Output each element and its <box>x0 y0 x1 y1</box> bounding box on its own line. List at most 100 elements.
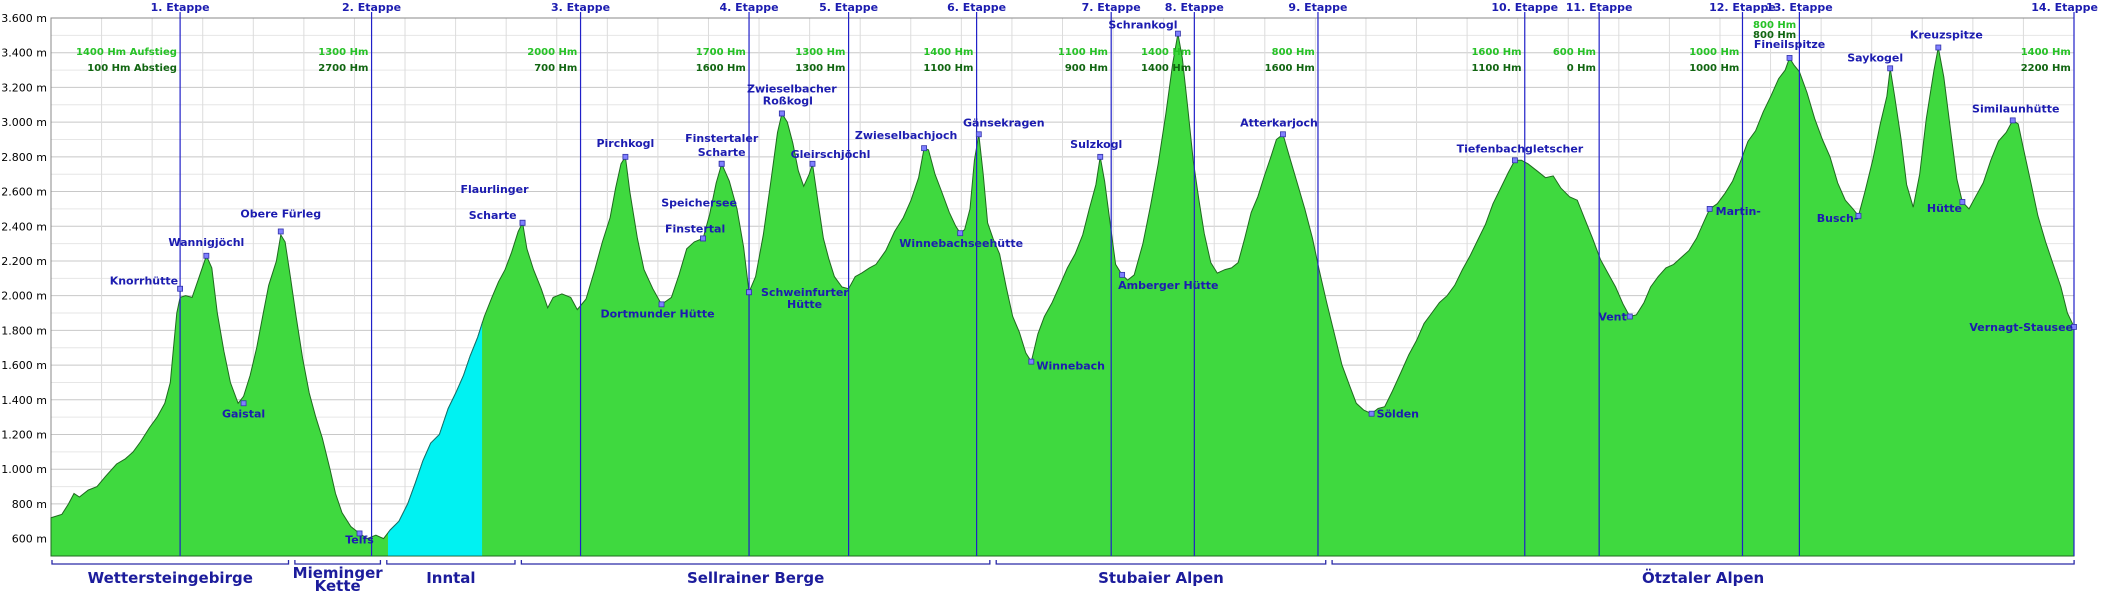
place-label: Saykogel <box>1847 51 1903 64</box>
place-label: Roßkogl <box>763 94 813 107</box>
place-label: Hütte <box>787 298 822 311</box>
y-tick-label: 2.400 m <box>1 220 47 233</box>
y-tick-label: 1.400 m <box>1 394 47 407</box>
place-label: Finstertal <box>665 222 725 235</box>
stage-descent: 1400 Hm <box>1141 63 1191 74</box>
place-marker <box>921 145 927 152</box>
profile-area <box>50 33 2075 557</box>
stage-ascent: 1400 Hm Aufstieg <box>76 47 177 58</box>
stage-descent: 1300 Hm <box>795 63 845 74</box>
place-label: Wannigjöchl <box>168 236 244 249</box>
place-label: Vent <box>1598 311 1626 324</box>
y-tick-label: 3.600 m <box>1 12 47 25</box>
stage-ascent: 1700 Hm <box>696 47 746 58</box>
place-label: Schweinfurter <box>761 286 849 299</box>
stage-label: 11. Etappe <box>1566 1 1633 14</box>
stage-ascent: 600 Hm <box>1553 47 1596 58</box>
place-label: Amberger Hütte <box>1118 279 1218 292</box>
place-marker <box>957 230 964 237</box>
stage-descent: 800 Hm <box>1753 30 1796 41</box>
highlighted-stage-area <box>387 321 483 556</box>
stage-label: 4. Etappe <box>719 1 778 14</box>
place-marker <box>356 530 363 537</box>
region-bracket <box>51 560 290 565</box>
place-label: Gaistal <box>222 407 265 420</box>
stage-ascent: 1400 Hm <box>1141 47 1191 58</box>
place-labels: Knorrhütte Wannigjöchl Gaistal Obere Fürleg… <box>110 19 2077 546</box>
place-label: Kreuzspitze <box>1910 29 1983 42</box>
place-marker <box>1887 65 1894 72</box>
y-tick-label: 2.200 m <box>1 255 47 268</box>
stage-label: 1. Etappe <box>151 1 210 14</box>
place-label: Dortmunder Hütte <box>600 307 714 320</box>
region-bracket <box>520 560 991 565</box>
place-label: Martin- <box>1716 205 1761 218</box>
place-label: Gleirschjöchl <box>791 148 871 161</box>
region-bracket <box>995 560 1327 565</box>
stage-label: 3. Etappe <box>551 1 610 14</box>
place-marker <box>1368 410 1375 417</box>
place-label: Hütte <box>1927 202 1962 215</box>
stage-descent: 2700 Hm <box>318 63 368 74</box>
stage-descent: 900 Hm <box>1065 63 1108 74</box>
place-marker <box>2009 117 2016 124</box>
stage-ascent: 2000 Hm <box>527 47 577 58</box>
y-tick-label: 2.800 m <box>1 151 47 164</box>
place-label: Scharte <box>698 146 746 159</box>
place-marker <box>277 228 284 235</box>
place-label: Sulzkogl <box>1070 138 1122 151</box>
stage-ascent: 1100 Hm <box>1058 47 1108 58</box>
place-label: Gänsekragen <box>963 116 1045 129</box>
place-marker <box>778 110 785 117</box>
y-tick-label: 1.000 m <box>1 463 47 476</box>
y-tick-label: 1.800 m <box>1 324 47 337</box>
place-label: Flaurlinger <box>460 183 529 196</box>
place-marker <box>1280 131 1286 138</box>
stage-label: 12. Etappe <box>1709 1 1776 14</box>
place-label: Obere Fürleg <box>240 207 321 220</box>
stage-descent: 1000 Hm <box>1689 63 1739 74</box>
place-label: Winnebachseehütte <box>899 237 1023 250</box>
region-label: Wettersteingebirge <box>88 569 253 587</box>
place-marker <box>2071 324 2077 330</box>
place-label: Similaunhütte <box>1972 102 2059 115</box>
place-marker <box>1626 313 1633 320</box>
place-marker <box>203 252 210 259</box>
stage-descent: 1100 Hm <box>1471 63 1521 74</box>
stage-ascent: 1000 Hm <box>1689 47 1739 58</box>
stage-stats: 1400 Hm Aufstieg 100 Hm Abstieg 1300 Hm 270… <box>76 20 2071 74</box>
region-label: Mieminger <box>293 564 384 582</box>
stage-label: 9. Etappe <box>1288 1 1347 14</box>
place-marker <box>658 301 665 308</box>
region-bracket <box>294 560 382 565</box>
stage-label: 13. Etappe <box>1766 1 1833 14</box>
y-tick-label: 3.200 m <box>1 81 47 94</box>
region-label: Inntal <box>426 569 475 587</box>
place-marker <box>1935 44 1942 51</box>
stage-descent: 1100 Hm <box>923 63 973 74</box>
region-label: Sellrainer Berge <box>687 569 824 587</box>
region-label-line2: Kette <box>315 577 361 592</box>
stage-ascent: 1600 Hm <box>1471 47 1521 58</box>
stage-descent: 700 Hm <box>534 63 577 74</box>
place-label: Fineilspitze <box>1754 38 1825 51</box>
y-tick-label: 3.400 m <box>1 47 47 60</box>
place-label: Pirchkogl <box>596 137 654 150</box>
stage-ascent: 1300 Hm <box>795 47 845 58</box>
region-bracket <box>386 560 516 565</box>
place-marker <box>700 235 706 242</box>
place-label: Winnebach <box>1036 360 1105 373</box>
place-marker <box>975 131 982 138</box>
stage-label: 7. Etappe <box>1082 1 1141 14</box>
y-tick-label: 2.000 m <box>1 290 47 303</box>
place-marker <box>1028 358 1035 365</box>
place-label: Atterkarjoch <box>1240 116 1318 129</box>
place-label: Telfs <box>345 533 374 546</box>
place-label: Speichersee <box>661 196 737 209</box>
region-label: Stubaier Alpen <box>1098 569 1224 587</box>
place-marker <box>240 400 247 407</box>
place-marker <box>1786 55 1793 61</box>
place-marker <box>1959 199 1966 205</box>
y-tick-label: 600 m <box>12 533 47 546</box>
stage-label: 2. Etappe <box>342 1 401 14</box>
